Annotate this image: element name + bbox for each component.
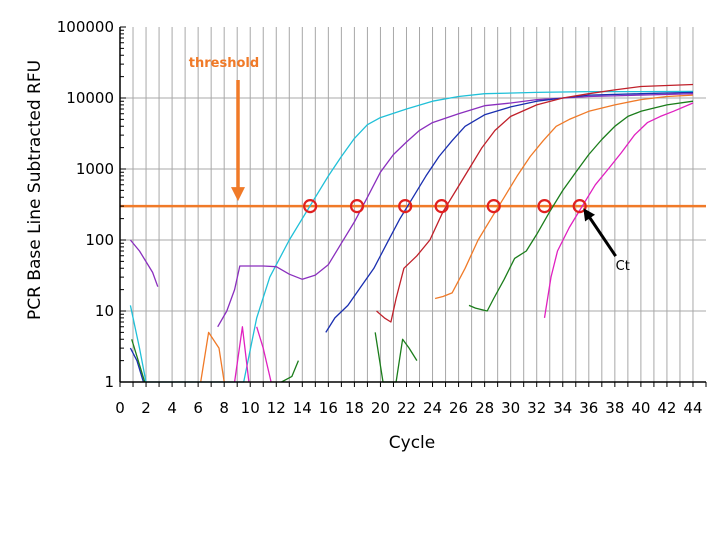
y-axis-title: PCR Base Line Subtracted RFU (25, 60, 45, 320)
series-line-8 (131, 339, 146, 383)
x-tick-label: 0 (115, 399, 125, 417)
series-line-10 (374, 332, 418, 383)
series-line-6 (200, 331, 225, 383)
tick-labels: 0 2 4 6 8 10 12 14 16 18 20 22 24 26 28 30 32 34 36 38 40 42 4… (57, 18, 703, 417)
x-tick-label: 20 (371, 399, 390, 417)
x-tick-label: 2 (141, 399, 151, 417)
x-tick-label: 38 (605, 399, 624, 417)
series-lines (129, 83, 694, 383)
x-tick-label: 44 (683, 399, 702, 417)
x-tick-label: 4 (167, 399, 177, 417)
ct-marker (572, 199, 587, 214)
x-tick-label: 6 (193, 399, 203, 417)
ct-marker (303, 199, 318, 214)
x-tick-label: 12 (267, 399, 286, 417)
x-tick-label: 26 (449, 399, 468, 417)
x-tick-label: 36 (579, 399, 598, 417)
x-tick-label: 24 (423, 399, 442, 417)
x-tick-label: 10 (241, 399, 260, 417)
series-line-2 (129, 239, 159, 287)
series-line-14 (256, 326, 272, 383)
x-axis-title: Cycle (389, 433, 435, 453)
y-tick-label: 1 (104, 373, 114, 391)
ct-arrow (583, 208, 617, 257)
ct-marker (537, 199, 552, 214)
annotations: threshold Ct (189, 56, 630, 274)
x-tick-label: 40 (631, 399, 650, 417)
x-tick-label: 8 (219, 399, 229, 417)
x-tick-label: 22 (397, 399, 416, 417)
threshold-label: threshold (189, 56, 259, 71)
x-tick-label: 16 (319, 399, 338, 417)
y-tick-label: 100000 (57, 18, 114, 36)
series-line-15 (543, 102, 694, 319)
ct-marker (434, 199, 449, 214)
y-tick-label: 10000 (66, 89, 114, 107)
series-line-11 (468, 100, 694, 312)
ct-marker (398, 199, 413, 214)
x-tick-label: 30 (501, 399, 520, 417)
y-tick-label: 100 (85, 231, 114, 249)
x-tick-label: 42 (657, 399, 676, 417)
x-tick-label: 14 (293, 399, 312, 417)
series-line-0 (129, 90, 694, 383)
x-tick-label: 28 (475, 399, 494, 417)
series-line-9 (281, 360, 300, 383)
x-tick-label: 32 (527, 399, 546, 417)
series-line-7 (434, 94, 694, 300)
x-tick-label: 34 (553, 399, 572, 417)
y-tick-label: 1000 (76, 160, 114, 178)
ct-marker (486, 199, 501, 214)
y-tick-label: 10 (95, 302, 114, 320)
ct-marker (349, 199, 365, 214)
ct-label: Ct (616, 259, 630, 274)
grid-lines (120, 27, 706, 382)
axes (119, 26, 707, 387)
series-line-12 (233, 326, 250, 383)
series-line-4 (129, 347, 145, 383)
series-line-5 (376, 83, 694, 323)
ct-markers (303, 199, 587, 214)
x-tick-label: 18 (345, 399, 364, 417)
